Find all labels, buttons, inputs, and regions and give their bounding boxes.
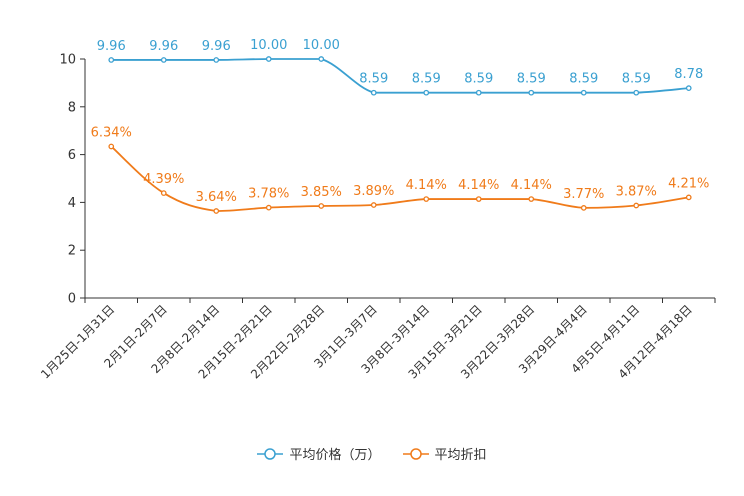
data-point xyxy=(528,89,535,96)
data-label: 10.00 xyxy=(303,38,340,53)
series-points xyxy=(108,56,692,214)
data-point xyxy=(213,57,220,63)
data-point xyxy=(213,208,220,214)
legend-swatch-price-icon xyxy=(257,447,284,460)
line-chart: 02468101月25日-1月31日2月1日-2月7日2月8日-2月14日2月1… xyxy=(38,38,716,382)
data-label: 4.14% xyxy=(511,178,552,193)
data-label: 8.59 xyxy=(464,72,493,87)
data-point xyxy=(370,89,377,96)
data-point xyxy=(685,194,692,201)
data-label: 3.77% xyxy=(563,187,604,202)
legend-label-price: 平均价格（万） xyxy=(289,448,381,463)
legend-swatch-discount-icon xyxy=(402,447,429,460)
data-label: 8.59 xyxy=(359,72,388,87)
data-point xyxy=(633,202,640,209)
y-tick-label: 6 xyxy=(68,148,76,163)
data-label: 6.34% xyxy=(91,125,132,140)
data-point xyxy=(580,89,587,96)
data-point xyxy=(160,190,167,196)
data-label: 4.39% xyxy=(143,172,184,187)
data-point xyxy=(318,56,325,62)
legend-label-discount: 平均折扣 xyxy=(434,448,487,463)
data-label: 8.59 xyxy=(412,72,441,87)
data-label: 3.78% xyxy=(248,187,289,202)
data-label: 4.14% xyxy=(458,178,499,193)
data-label: 4.14% xyxy=(406,178,447,193)
axes: 02468101月25日-1月31日2月1日-2月7日2月8日-2月14日2月1… xyxy=(38,53,716,382)
data-label: 3.85% xyxy=(301,185,342,200)
data-point xyxy=(423,89,430,96)
data-point xyxy=(265,204,272,211)
data-point xyxy=(580,205,587,211)
data-point xyxy=(475,196,482,202)
data-label: 9.96 xyxy=(202,39,231,54)
legend: 平均价格（万） 平均折扣 xyxy=(0,444,744,463)
data-point xyxy=(370,202,377,208)
data-point xyxy=(108,57,115,63)
data-label: 8.59 xyxy=(517,72,546,87)
x-tick-label: 1月25日-1月31日 xyxy=(38,302,117,381)
series-lines xyxy=(110,58,689,212)
data-point xyxy=(318,203,325,209)
data-label: 4.21% xyxy=(668,176,709,191)
y-tick-label: 10 xyxy=(59,53,76,68)
data-point xyxy=(160,57,167,63)
data-label: 8.78 xyxy=(674,67,703,82)
data-label: 10.00 xyxy=(250,38,287,53)
data-label: 8.59 xyxy=(622,72,651,87)
y-tick-label: 0 xyxy=(68,292,76,307)
data-point xyxy=(528,196,535,202)
data-point xyxy=(423,196,430,202)
data-label: 9.96 xyxy=(97,39,126,54)
data-label: 3.89% xyxy=(353,184,394,199)
data-point xyxy=(633,89,640,96)
legend-item-price[interactable]: 平均价格（万） xyxy=(257,444,381,463)
data-point xyxy=(685,85,692,92)
data-label: 3.87% xyxy=(616,185,657,200)
data-label: 3.64% xyxy=(196,190,237,205)
data-point xyxy=(108,143,115,150)
series-line-0 xyxy=(111,58,689,94)
y-tick-label: 2 xyxy=(68,244,76,259)
data-label: 8.59 xyxy=(569,72,598,87)
data-label: 9.96 xyxy=(149,39,178,54)
data-point xyxy=(265,56,272,62)
y-tick-label: 8 xyxy=(68,100,76,115)
legend-item-discount[interactable]: 平均折扣 xyxy=(402,444,487,463)
series-line-1 xyxy=(110,145,689,212)
data-point xyxy=(475,89,482,96)
data-labels: 9.96 9.96 9.96 10.00 10.00 8.59 8.59 8.59 8.59 8.… xyxy=(91,38,710,205)
y-tick-label: 4 xyxy=(68,196,76,211)
